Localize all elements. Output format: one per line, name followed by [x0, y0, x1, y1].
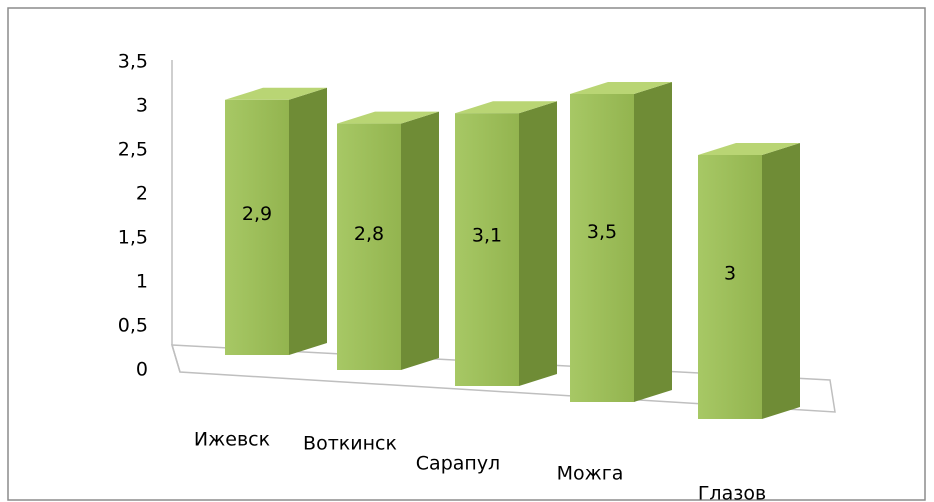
- x-tick-label: Можга: [557, 463, 624, 485]
- bar-front: [225, 99, 289, 355]
- bar: [225, 87, 327, 356]
- y-tick-label: 1: [136, 271, 148, 293]
- bar-side: [401, 111, 439, 370]
- y-tick-label: 3,5: [118, 51, 148, 73]
- bar-front: [337, 123, 401, 370]
- y-tick-label: 3: [136, 95, 148, 117]
- bar-side: [519, 101, 557, 386]
- bar: [455, 101, 557, 386]
- y-tick-label: 0: [136, 359, 148, 381]
- bar: [698, 143, 800, 419]
- x-tick-label: Ижевск: [194, 429, 270, 451]
- bar-front: [698, 155, 762, 419]
- bar-top: [698, 143, 800, 155]
- value-label: 3,5: [587, 221, 617, 243]
- bar-side: [634, 82, 672, 402]
- bar: [337, 111, 439, 370]
- bar-front: [570, 94, 634, 402]
- bar-side: [289, 87, 327, 356]
- y-tick-label: 2: [136, 183, 148, 205]
- y-tick-label: 2,5: [118, 139, 148, 161]
- value-label: 2,9: [242, 203, 272, 225]
- y-tick-label: 1,5: [118, 227, 148, 249]
- bar-top: [455, 101, 557, 114]
- bar-side: [762, 143, 800, 419]
- bar-top: [337, 111, 439, 124]
- value-label: 3,1: [472, 224, 502, 246]
- value-label: 3: [724, 262, 736, 284]
- bar-top: [570, 82, 672, 94]
- bar-front: [455, 113, 519, 386]
- x-tick-label: Сарапул: [416, 453, 500, 475]
- y-tick-label: 0,5: [118, 315, 148, 337]
- x-tick-label: Глазов: [698, 483, 766, 502]
- bar: [570, 82, 672, 402]
- bar-top: [225, 87, 327, 100]
- value-label: 2,8: [354, 223, 384, 245]
- x-tick-label: Воткинск: [303, 433, 397, 455]
- wall-corner: [171, 344, 181, 373]
